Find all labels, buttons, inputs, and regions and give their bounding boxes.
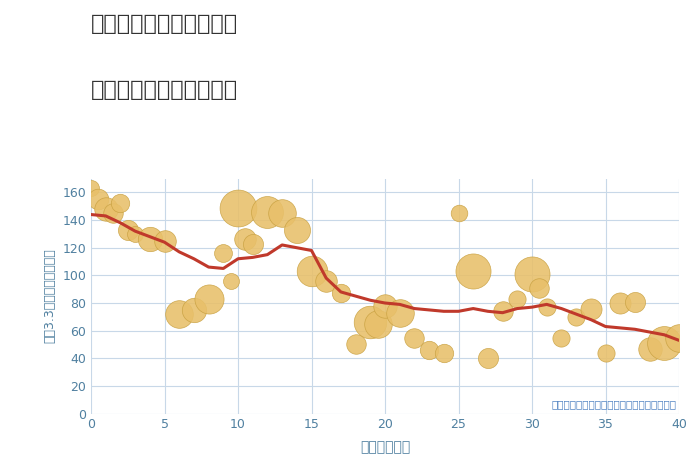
- Point: [541, 304, 552, 311]
- Point: [350, 341, 361, 348]
- Y-axis label: 坪（3.3㎡）単価（万円）: 坪（3.3㎡）単価（万円）: [43, 249, 57, 344]
- Point: [673, 334, 685, 341]
- Point: [122, 226, 133, 234]
- Text: 築年数別中古戸建て価格: 築年数別中古戸建て価格: [91, 80, 238, 100]
- Point: [600, 349, 611, 357]
- Point: [497, 307, 508, 315]
- Point: [644, 345, 655, 352]
- Point: [306, 267, 317, 275]
- Point: [570, 313, 582, 321]
- Point: [232, 204, 244, 212]
- Point: [615, 299, 626, 307]
- Point: [659, 339, 670, 347]
- Point: [92, 196, 104, 203]
- Point: [262, 208, 273, 216]
- Point: [100, 205, 111, 213]
- X-axis label: 築年数（年）: 築年数（年）: [360, 440, 410, 454]
- Point: [394, 309, 405, 316]
- Point: [239, 235, 251, 243]
- Point: [174, 310, 185, 318]
- Text: 福岡県福岡市南区野間の: 福岡県福岡市南区野間の: [91, 14, 238, 34]
- Point: [225, 277, 237, 285]
- Point: [188, 306, 199, 313]
- Point: [372, 320, 384, 328]
- Point: [512, 295, 523, 303]
- Point: [534, 284, 545, 291]
- Point: [108, 210, 119, 217]
- Point: [629, 298, 641, 306]
- Point: [130, 230, 141, 238]
- Point: [144, 235, 155, 243]
- Point: [365, 319, 376, 326]
- Point: [335, 290, 346, 297]
- Point: [556, 334, 567, 341]
- Point: [482, 354, 493, 362]
- Point: [468, 267, 479, 275]
- Point: [424, 346, 435, 354]
- Point: [276, 210, 288, 217]
- Point: [379, 302, 391, 310]
- Point: [321, 277, 332, 285]
- Point: [526, 270, 538, 278]
- Point: [585, 305, 596, 312]
- Text: 円の大きさは、取引のあった物件面積を示す: 円の大きさは、取引のあった物件面積を示す: [551, 400, 676, 409]
- Point: [203, 295, 214, 303]
- Point: [159, 237, 170, 244]
- Point: [85, 185, 97, 192]
- Point: [247, 240, 258, 247]
- Point: [409, 334, 420, 341]
- Point: [115, 200, 126, 207]
- Point: [218, 250, 229, 257]
- Point: [438, 349, 449, 357]
- Point: [453, 210, 464, 217]
- Point: [291, 226, 302, 234]
